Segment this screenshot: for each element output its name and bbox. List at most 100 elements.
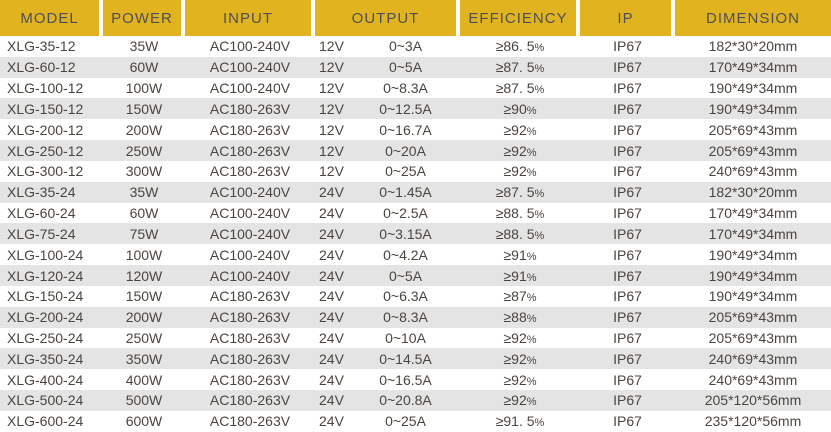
percent-sign: % [526,354,537,367]
cell-ip: IP67 [613,80,642,97]
cell-output: 24V 0~10A [315,330,460,346]
cell-power: 150W [125,100,163,117]
percent-sign: % [534,42,545,55]
cell-output-current: 0~8.3A [383,309,428,326]
cell-output: 24V 0~14.5A [315,351,460,367]
cell-output-voltage: 24V [319,288,344,305]
cell-input: AC180-263V [209,288,291,305]
cell-output-voltage: 24V [319,225,344,242]
table-header-row: MODEL POWER INPUT OUTPUT EFFICIENCY IP D… [0,0,831,36]
column-header-ip: IP [580,0,675,36]
cell-output-current: 0~2.5A [383,205,428,222]
cell-dimension: 190*49*34mm [708,246,798,263]
cell-model: XLG-150-24 [7,288,84,305]
cell-efficiency: ≥92% [503,350,537,367]
cell-power: 150W [125,288,163,305]
cell-efficiency: ≥87. 5% [495,184,545,201]
cell-output: 12V 0~25A [315,163,460,179]
cell-output: 24V 0~2.5A [315,205,460,221]
cell-ip: IP67 [613,413,642,430]
table-row: XLG-100-24 100W AC100-240V 24V 0~4.2A ≥91% IP6… [0,244,831,266]
cell-model: XLG-35-24 [7,184,76,201]
table-row: XLG-250-24 250W AC180-263V 24V 0~10A ≥92% IP67… [0,327,831,349]
cell-model: XLG-200-12 [7,121,84,138]
cell-ip: IP67 [613,184,642,201]
cell-output: 24V 0~16.5A [315,372,460,388]
cell-dimension: 190*49*34mm [708,267,798,284]
cell-input: AC100-240V [209,267,291,284]
cell-model: XLG-500-24 [7,392,84,409]
cell-model: XLG-250-12 [7,142,84,159]
cell-output-voltage: 24V [319,330,344,346]
cell-efficiency: ≥91% [503,267,537,284]
cell-input: AC180-263V [209,121,291,138]
table-row: XLG-200-12 200W AC180-263V 12V 0~16.7A ≥92% IP… [0,119,831,141]
cell-ip: IP67 [613,205,642,222]
cell-efficiency: ≥92% [503,142,537,159]
cell-output-voltage: 12V [319,38,344,55]
table-row: XLG-35-24 35W AC100-240V 24V 0~1.45A ≥87. 5% I… [0,181,831,203]
cell-output-current: 0~20.8A [379,392,432,409]
percent-sign: % [534,84,545,97]
cell-efficiency: ≥87. 5% [495,80,545,97]
cell-efficiency: ≥91% [503,246,537,263]
cell-output-current: 0~8.3A [383,80,428,97]
cell-power: 500W [125,392,163,409]
cell-power: 600W [125,413,163,430]
cell-output: 24V 0~25A [315,413,460,429]
cell-output-voltage: 24V [319,350,344,367]
column-header-efficiency: EFFICIENCY [460,0,580,36]
cell-dimension: 170*49*34mm [708,205,798,222]
cell-output-current: 0~3.15A [379,225,432,242]
cell-input: AC180-263V [209,100,291,117]
cell-power: 200W [125,121,163,138]
cell-output-voltage: 24V [319,309,344,326]
cell-ip: IP67 [613,225,642,242]
cell-output-current: 0~16.7A [379,121,432,138]
table-row: XLG-60-24 60W AC100-240V 24V 0~2.5A ≥88. 5% IP… [0,202,831,224]
table-row: XLG-150-12 150W AC180-263V 12V 0~12.5A ≥90% IP… [0,98,831,120]
percent-sign: % [526,292,537,305]
cell-power: 100W [125,246,163,263]
cell-input: AC100-240V [209,225,291,242]
cell-ip: IP67 [613,100,642,117]
cell-efficiency: ≥91. 5% [495,413,545,430]
cell-ip: IP67 [613,309,642,326]
cell-output-voltage: 24V [319,413,344,430]
cell-power: 60W [129,205,159,222]
cell-input: AC180-263V [209,371,291,388]
cell-model: XLG-600-24 [7,413,84,430]
cell-efficiency: ≥92% [503,330,537,346]
cell-input: AC180-263V [209,163,291,180]
cell-ip: IP67 [613,267,642,284]
cell-dimension: 170*49*34mm [708,59,798,76]
cell-input: AC180-263V [209,392,291,409]
cell-power: 35W [129,38,159,55]
cell-output-current: 0~25A [385,413,426,430]
percent-sign: % [534,63,545,76]
cell-efficiency: ≥87. 5% [495,59,545,76]
table-row: XLG-200-24 200W AC180-263V 24V 0~8.3A ≥88% IP6… [0,306,831,328]
cell-power: 400W [125,371,163,388]
table-body: XLG-35-12 35W AC100-240V 12V 0~3A ≥86. 5% IP67… [0,36,831,432]
cell-model: XLG-120-24 [7,267,84,284]
column-header-model: MODEL [0,0,103,36]
cell-dimension: 205*69*43mm [708,309,798,326]
cell-power: 75W [129,225,159,242]
percent-sign: % [526,396,537,409]
cell-output-current: 0~12.5A [379,100,432,117]
cell-input: AC180-263V [209,330,291,346]
cell-efficiency: ≥88. 5% [495,225,545,242]
cell-dimension: 170*49*34mm [708,225,798,242]
cell-ip: IP67 [613,392,642,409]
cell-output: 24V 0~20.8A [315,392,460,408]
column-header-input: INPUT [185,0,315,36]
cell-input: AC180-263V [209,142,291,159]
cell-power: 250W [125,330,163,346]
cell-input: AC180-263V [209,413,291,430]
table-row: XLG-60-12 60W AC100-240V 12V 0~5A ≥87. 5% IP67… [0,56,831,78]
cell-output-current: 0~3A [388,38,423,55]
cell-model: XLG-60-24 [7,205,76,222]
percent-sign: % [526,375,537,388]
